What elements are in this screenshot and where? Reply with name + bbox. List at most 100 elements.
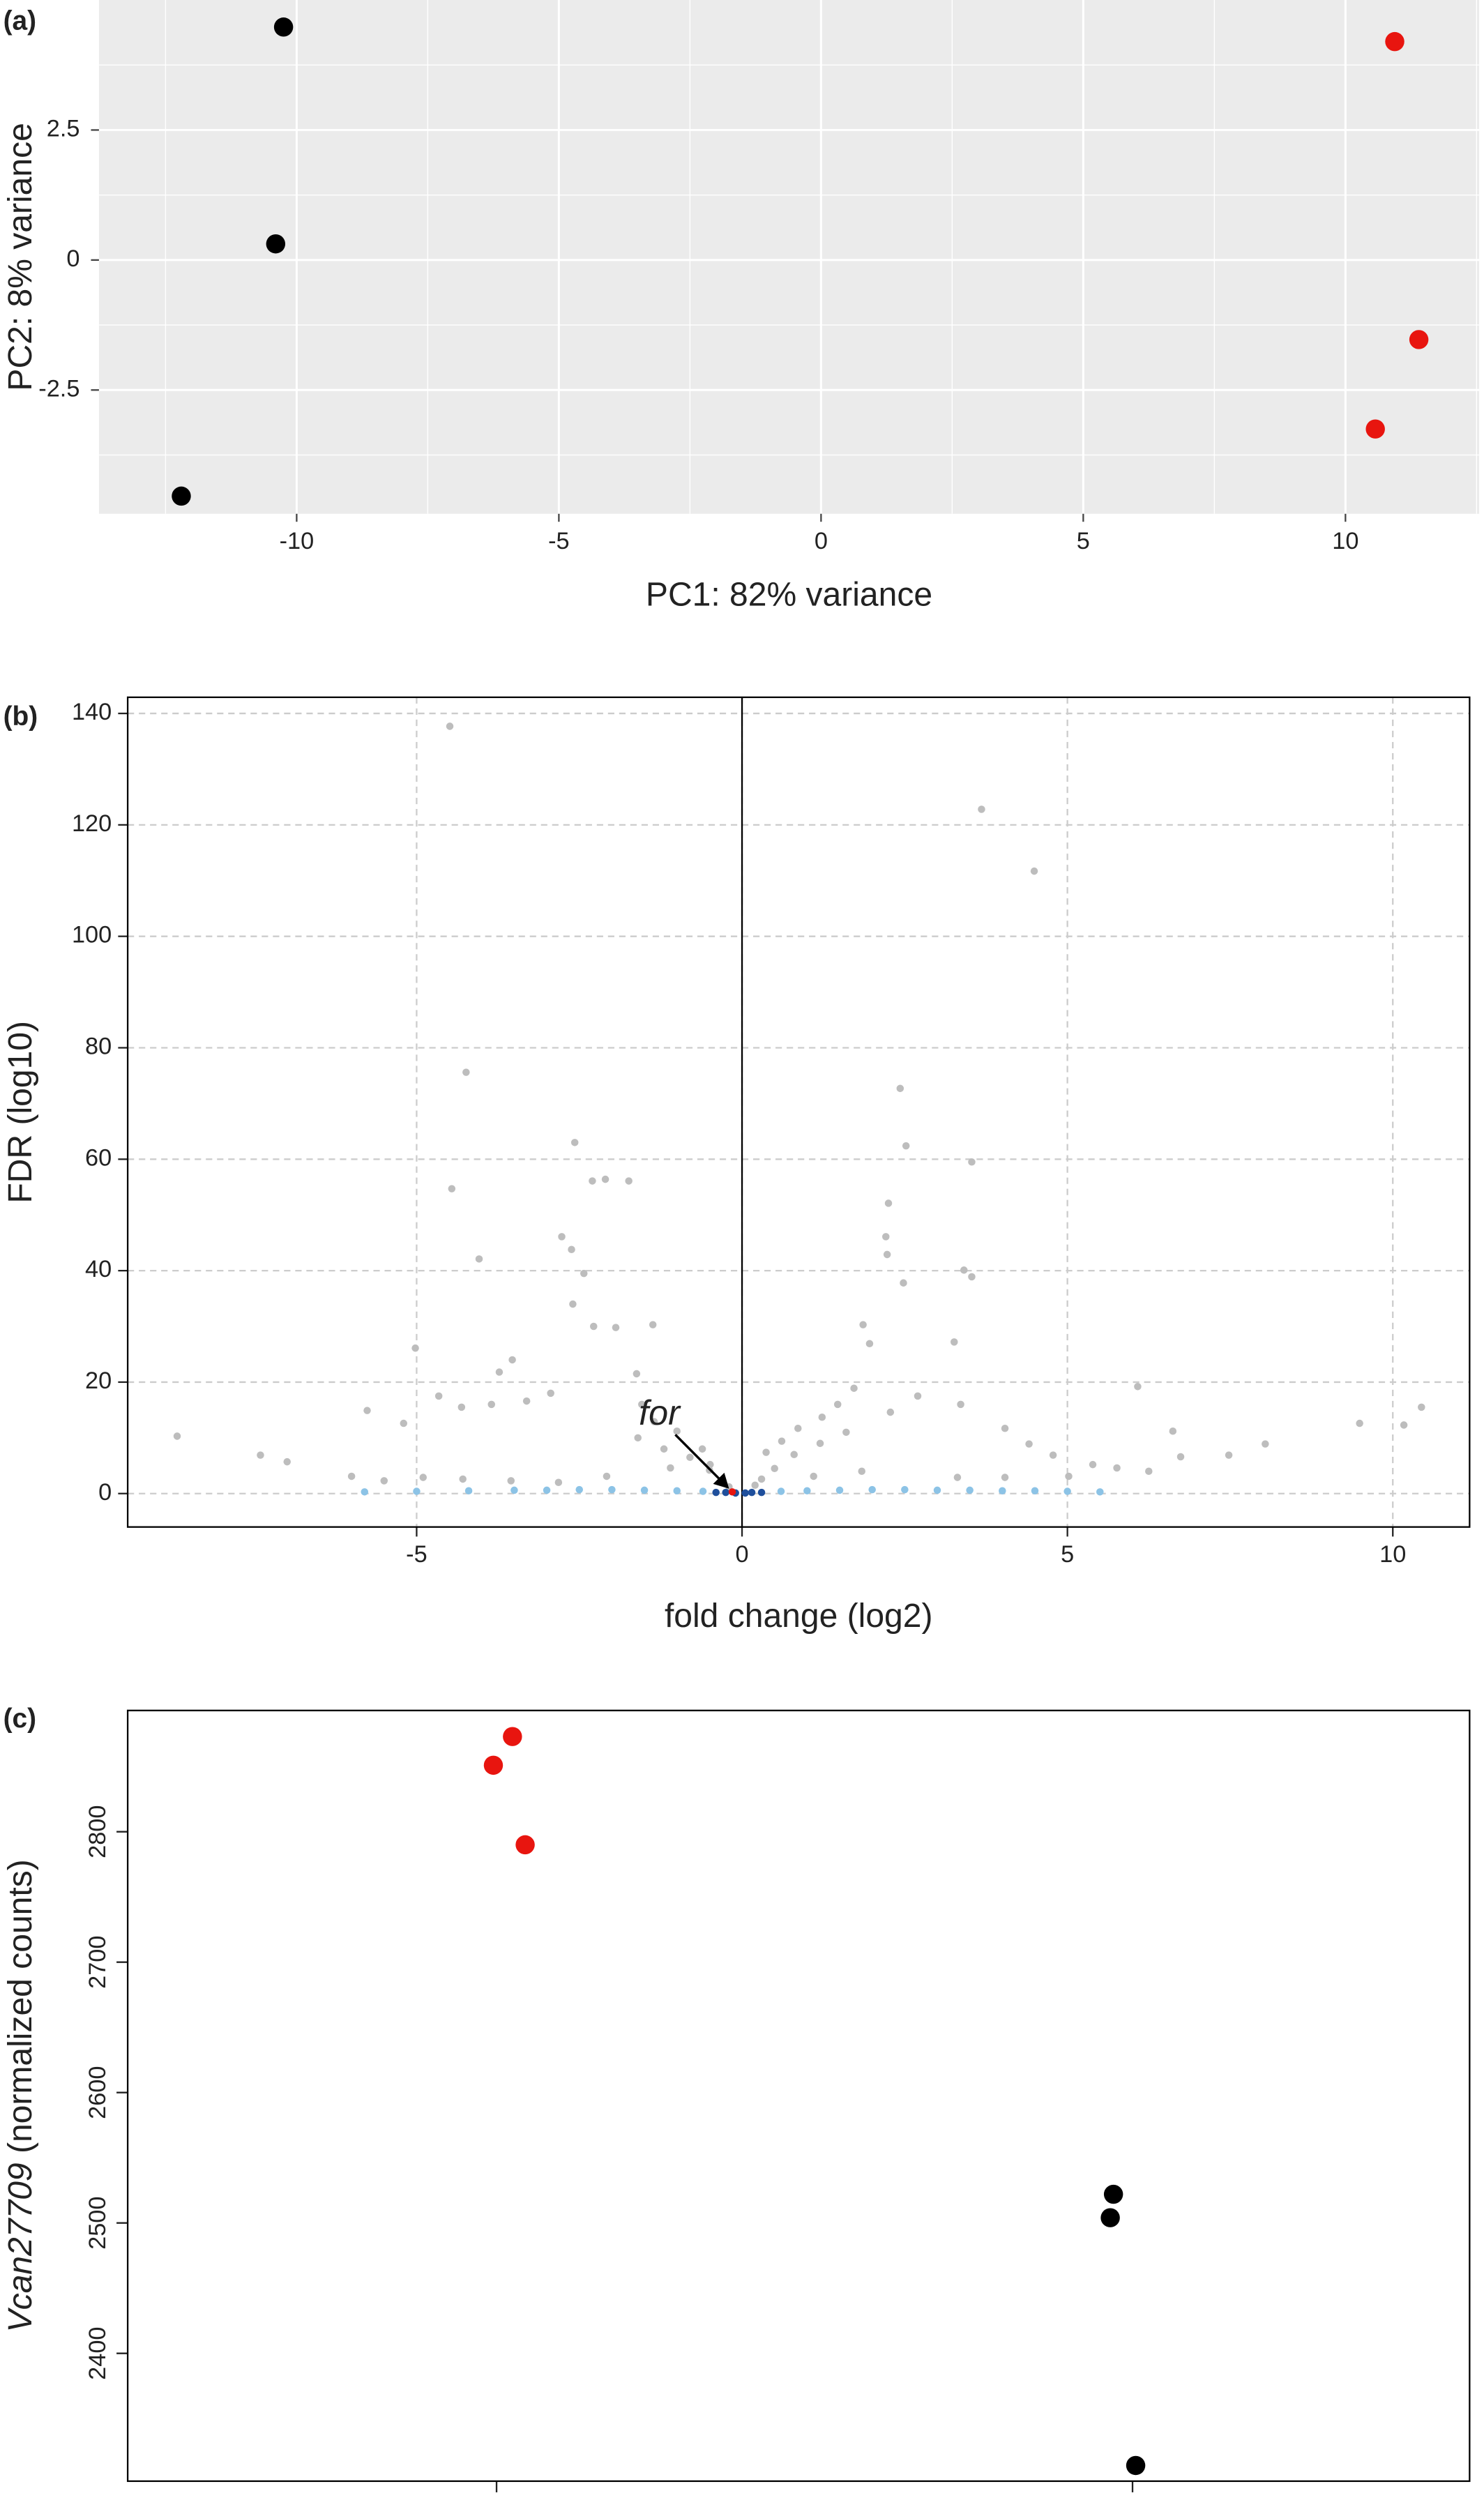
point <box>633 1370 641 1378</box>
point <box>882 1233 890 1241</box>
point <box>673 1487 681 1494</box>
y-tick-label: 2400 <box>84 2327 111 2380</box>
arrow-head <box>713 1472 729 1489</box>
point <box>883 1250 891 1259</box>
point <box>361 1488 369 1496</box>
y-tick-label: 2800 <box>84 1805 111 1858</box>
point <box>859 1321 867 1328</box>
point <box>1103 2184 1123 2204</box>
point <box>794 1424 802 1432</box>
point <box>778 1437 786 1445</box>
point <box>434 1392 443 1400</box>
point <box>172 486 191 506</box>
point <box>650 1418 658 1425</box>
point <box>483 1755 503 1775</box>
annotation-arrow <box>674 1434 727 1487</box>
point <box>547 1389 554 1398</box>
point <box>603 1472 611 1480</box>
point <box>640 1486 649 1494</box>
point <box>634 1434 642 1442</box>
point <box>1400 1421 1408 1429</box>
x-tick-label: 5 <box>1077 528 1090 554</box>
point <box>649 1321 657 1328</box>
point <box>900 1279 907 1287</box>
point <box>810 1472 817 1480</box>
y-tick-label: 80 <box>85 1033 112 1060</box>
point <box>507 1477 515 1485</box>
point <box>660 1445 668 1453</box>
point <box>400 1419 408 1427</box>
point <box>554 1478 563 1487</box>
y-tick-label: 2.5 <box>47 115 80 142</box>
point <box>950 1338 958 1346</box>
plot-frame <box>126 1709 1471 2483</box>
point <box>1262 1440 1269 1448</box>
point <box>884 1199 893 1207</box>
point <box>1385 31 1404 52</box>
y-tick-label: 2700 <box>84 1936 111 1989</box>
x-tick-label: -10 <box>280 528 315 554</box>
point <box>1089 1460 1097 1469</box>
point <box>803 1487 811 1494</box>
point <box>543 1486 551 1494</box>
point <box>858 1467 866 1476</box>
point <box>1113 1464 1121 1472</box>
point <box>510 1486 518 1494</box>
y-tick-label: 0 <box>66 245 80 272</box>
point <box>522 1397 531 1405</box>
y-axis-title: PC2: 8% variance <box>2 123 39 391</box>
point <box>960 1266 968 1274</box>
point <box>1025 1440 1033 1448</box>
point <box>1001 1474 1009 1481</box>
point <box>902 1142 910 1150</box>
point <box>273 17 294 37</box>
point <box>625 1177 633 1185</box>
point <box>816 1439 824 1448</box>
y-tick-label: 0 <box>98 1479 112 1506</box>
point <box>380 1477 388 1485</box>
point <box>698 1445 706 1453</box>
point <box>515 1835 535 1855</box>
point <box>503 1727 522 1746</box>
point <box>589 1177 596 1185</box>
y-tick-label: 40 <box>85 1256 112 1282</box>
point <box>1001 1424 1009 1432</box>
y-axis-title: FDR (log10) <box>2 1021 39 1204</box>
x-tick-label: 10 <box>1379 1541 1406 1568</box>
point <box>1145 1467 1153 1476</box>
point <box>667 1464 674 1472</box>
point <box>757 1475 766 1483</box>
point <box>457 1403 466 1411</box>
point <box>608 1485 616 1494</box>
annotation: for <box>639 1393 681 1432</box>
point <box>968 1158 976 1166</box>
y-axis-title-gene: Vcan27709 <box>2 2163 39 2332</box>
y-tick-label: 60 <box>85 1144 112 1171</box>
point <box>1096 1488 1104 1496</box>
y-tick-label: 2600 <box>84 2066 111 2119</box>
point <box>978 805 985 813</box>
point <box>835 1486 844 1494</box>
point <box>686 1453 694 1462</box>
point <box>1049 1451 1057 1459</box>
x-axis-title: fold change (log2) <box>665 1598 933 1635</box>
point <box>790 1451 798 1459</box>
point <box>1031 1487 1039 1494</box>
panel-label: (b) <box>3 702 38 732</box>
point <box>173 1432 181 1440</box>
point <box>748 1488 756 1497</box>
y-tick-label: 20 <box>85 1368 112 1394</box>
point <box>1176 1453 1185 1461</box>
x-axis-title: PC1: 82% variance <box>646 576 932 613</box>
point <box>487 1400 496 1409</box>
point <box>266 234 286 254</box>
point <box>777 1487 785 1495</box>
y-tick-label: 140 <box>72 699 112 725</box>
point <box>495 1368 503 1376</box>
x-tick-label: 0 <box>815 528 828 554</box>
point <box>1134 1383 1142 1391</box>
point <box>612 1324 620 1331</box>
point <box>446 722 454 730</box>
